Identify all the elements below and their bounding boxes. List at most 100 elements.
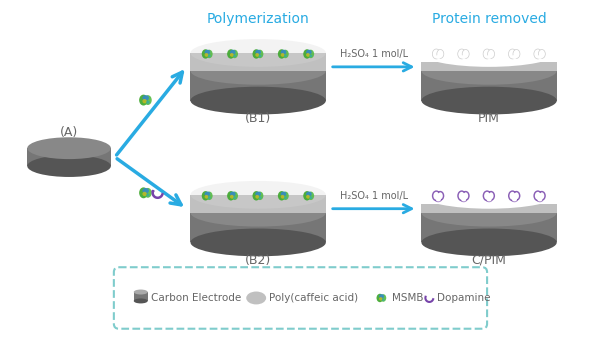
Ellipse shape xyxy=(282,50,289,58)
Bar xyxy=(421,195,557,213)
Ellipse shape xyxy=(252,49,260,59)
Ellipse shape xyxy=(204,195,209,198)
Ellipse shape xyxy=(462,191,470,201)
Ellipse shape xyxy=(537,55,543,59)
Ellipse shape xyxy=(208,54,211,57)
Ellipse shape xyxy=(230,50,236,54)
Ellipse shape xyxy=(457,190,466,201)
Text: (B2): (B2) xyxy=(245,254,271,267)
Ellipse shape xyxy=(206,192,213,200)
Text: (B1): (B1) xyxy=(245,112,271,125)
Ellipse shape xyxy=(533,190,543,201)
Ellipse shape xyxy=(483,49,491,59)
Ellipse shape xyxy=(421,181,557,209)
Ellipse shape xyxy=(486,197,492,202)
Ellipse shape xyxy=(512,55,517,59)
Ellipse shape xyxy=(282,192,289,200)
Text: C/PIM: C/PIM xyxy=(472,254,506,267)
Ellipse shape xyxy=(537,197,543,201)
Bar xyxy=(134,292,148,301)
Ellipse shape xyxy=(484,192,490,200)
Text: MSMB: MSMB xyxy=(392,293,423,303)
Ellipse shape xyxy=(281,50,287,54)
Ellipse shape xyxy=(432,190,441,201)
Ellipse shape xyxy=(139,187,148,198)
Ellipse shape xyxy=(204,53,209,57)
Ellipse shape xyxy=(463,192,468,199)
Bar xyxy=(190,53,326,71)
Ellipse shape xyxy=(204,192,210,196)
Ellipse shape xyxy=(281,195,284,198)
Ellipse shape xyxy=(512,191,521,201)
Ellipse shape xyxy=(310,54,312,57)
Ellipse shape xyxy=(306,195,310,198)
Ellipse shape xyxy=(142,95,149,101)
Ellipse shape xyxy=(230,53,234,57)
Ellipse shape xyxy=(252,191,260,201)
Ellipse shape xyxy=(436,191,444,201)
Bar xyxy=(190,195,326,213)
Ellipse shape xyxy=(436,198,441,201)
Bar xyxy=(421,195,557,204)
Ellipse shape xyxy=(508,190,517,201)
Ellipse shape xyxy=(307,50,314,58)
Ellipse shape xyxy=(381,294,387,302)
Ellipse shape xyxy=(281,53,284,57)
Ellipse shape xyxy=(255,53,259,57)
Ellipse shape xyxy=(513,50,520,58)
Bar xyxy=(421,53,557,71)
Ellipse shape xyxy=(230,192,236,196)
Ellipse shape xyxy=(534,49,542,59)
Ellipse shape xyxy=(511,197,518,202)
Ellipse shape xyxy=(488,50,495,58)
Ellipse shape xyxy=(306,53,310,57)
Ellipse shape xyxy=(142,99,147,103)
Ellipse shape xyxy=(144,95,152,105)
Ellipse shape xyxy=(134,299,148,303)
Ellipse shape xyxy=(509,192,515,200)
Ellipse shape xyxy=(27,137,111,159)
Ellipse shape xyxy=(208,196,211,199)
Ellipse shape xyxy=(458,49,466,59)
Ellipse shape xyxy=(139,95,148,106)
Text: H₂SO₄ 1 mol/L: H₂SO₄ 1 mol/L xyxy=(340,49,408,59)
Ellipse shape xyxy=(483,190,492,201)
Text: Protein removed: Protein removed xyxy=(431,12,547,26)
Ellipse shape xyxy=(303,49,311,59)
Text: Polymerization: Polymerization xyxy=(207,12,310,26)
Ellipse shape xyxy=(259,54,261,57)
Ellipse shape xyxy=(421,57,557,85)
Ellipse shape xyxy=(489,192,493,199)
Ellipse shape xyxy=(142,192,147,196)
Ellipse shape xyxy=(436,197,441,201)
Ellipse shape xyxy=(190,39,326,67)
Ellipse shape xyxy=(246,291,266,304)
Ellipse shape xyxy=(259,196,261,199)
Ellipse shape xyxy=(433,49,440,59)
Ellipse shape xyxy=(202,49,209,59)
Text: Poly(caffeic acid): Poly(caffeic acid) xyxy=(269,293,358,303)
Ellipse shape xyxy=(436,55,441,59)
Ellipse shape xyxy=(190,181,326,209)
Text: H₂SO₄ 1 mol/L: H₂SO₄ 1 mol/L xyxy=(340,191,408,201)
Ellipse shape xyxy=(421,228,557,256)
Ellipse shape xyxy=(227,191,235,201)
Bar xyxy=(421,213,557,243)
Ellipse shape xyxy=(134,290,148,294)
Bar xyxy=(421,71,557,100)
Ellipse shape xyxy=(512,198,517,201)
Ellipse shape xyxy=(278,49,285,59)
Ellipse shape xyxy=(256,192,264,200)
Ellipse shape xyxy=(379,297,382,301)
Ellipse shape xyxy=(255,192,261,196)
Ellipse shape xyxy=(146,101,150,104)
Ellipse shape xyxy=(486,197,492,201)
Ellipse shape xyxy=(306,192,312,196)
Text: (A): (A) xyxy=(60,126,78,139)
Ellipse shape xyxy=(461,197,466,201)
Ellipse shape xyxy=(310,196,312,199)
Ellipse shape xyxy=(232,50,238,58)
Ellipse shape xyxy=(190,87,326,115)
Ellipse shape xyxy=(486,198,492,201)
Ellipse shape xyxy=(514,192,519,199)
